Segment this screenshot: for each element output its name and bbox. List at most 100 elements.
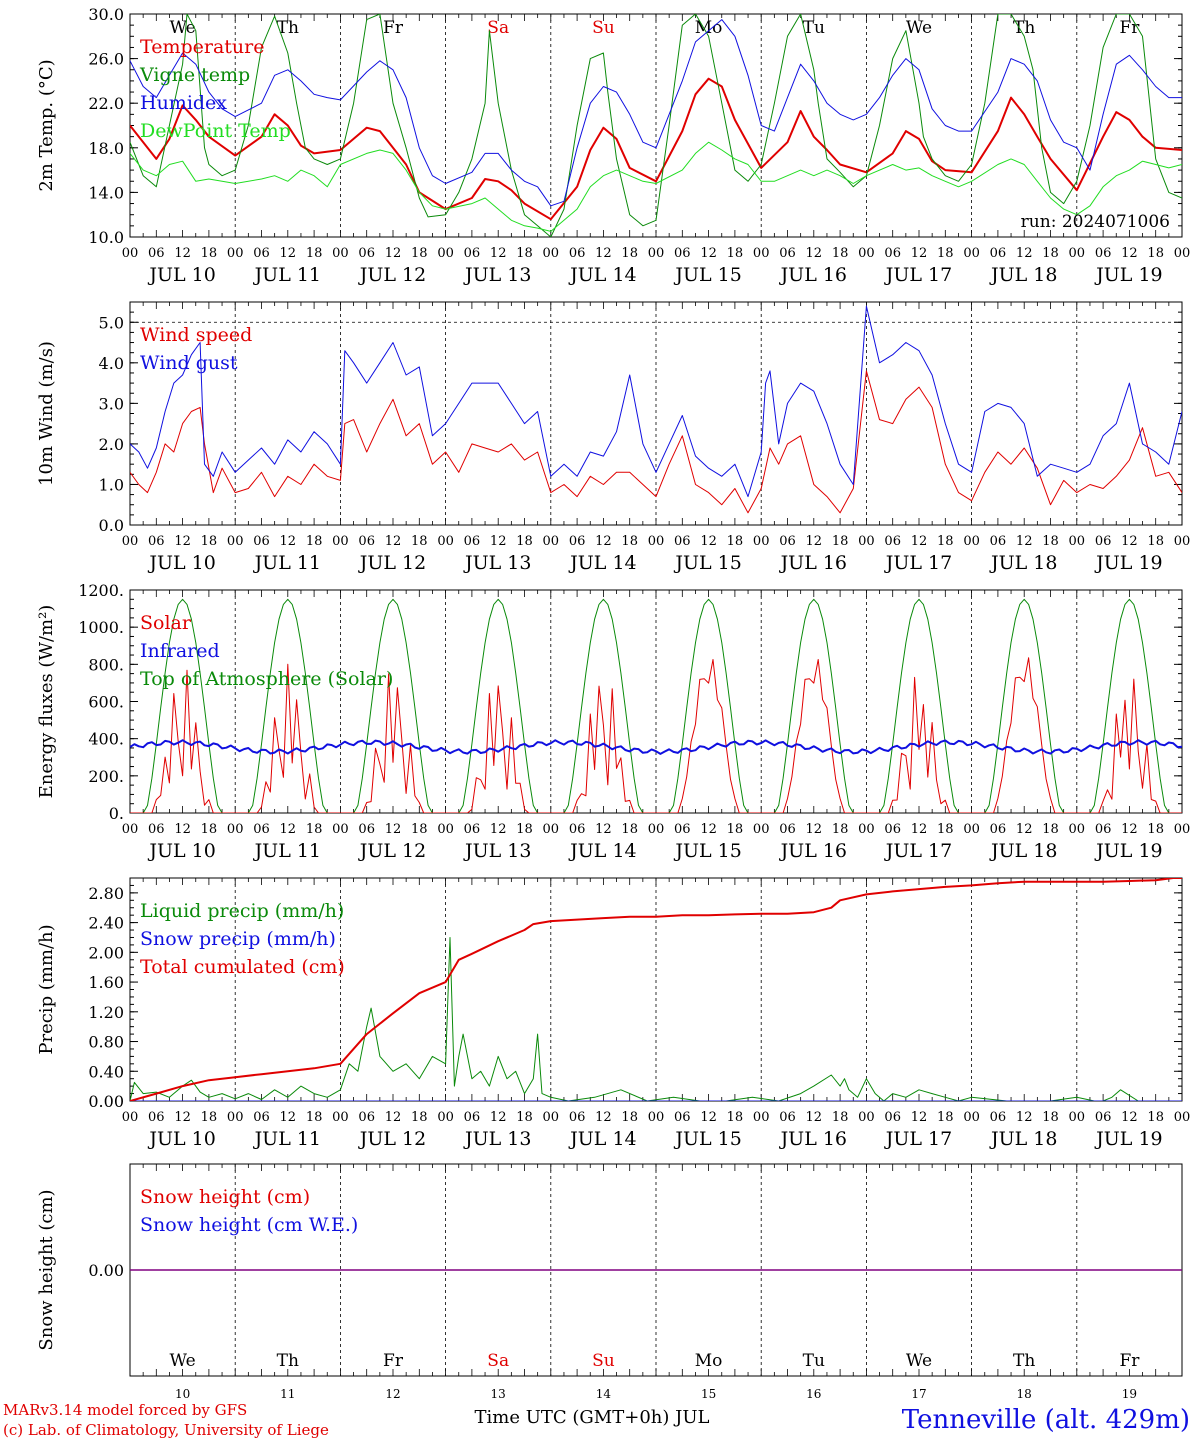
weekday-label: Su — [592, 1351, 615, 1371]
station-name: Tenneville (alt. 429m) — [902, 1405, 1190, 1435]
day-number: 15 — [701, 1387, 716, 1401]
hour-label: 00 — [648, 534, 665, 549]
hour-label: 12 — [806, 822, 823, 837]
hour-label: 12 — [385, 534, 402, 549]
hour-label: 06 — [990, 534, 1007, 549]
hour-label: 06 — [148, 822, 165, 837]
hour-label: 06 — [253, 1110, 270, 1125]
weekday-label: Su — [592, 18, 615, 38]
day-number: 11 — [280, 1387, 295, 1401]
hour-label: 06 — [1095, 822, 1112, 837]
y-tick-label: 30.0 — [88, 5, 124, 24]
hour-label: 12 — [911, 246, 928, 261]
hour-label: 18 — [832, 534, 849, 549]
date-label: JUL 15 — [673, 1128, 741, 1150]
hour-label: 00 — [648, 822, 665, 837]
series-line-1 — [130, 305, 1182, 498]
series-line-2 — [130, 19, 1182, 207]
hour-label: 00 — [753, 246, 770, 261]
legend-entry: DewPoint Temp — [140, 120, 291, 142]
y-tick-label: 0. — [109, 804, 124, 823]
panel-energy: 0. 200. 400. 600. 800. 1000. 1200. Energy fluxe… — [36, 581, 1190, 862]
hour-label: 12 — [280, 534, 297, 549]
date-label: JUL 17 — [884, 552, 952, 574]
hour-label: 18 — [1042, 534, 1059, 549]
y-tick-label: 1.60 — [88, 973, 124, 992]
series-group — [130, 14, 1182, 237]
hour-label: 06 — [569, 822, 586, 837]
hour-label: 06 — [569, 1110, 586, 1125]
y-axis-title: 2m Temp. (°C) — [36, 59, 57, 191]
hour-label: 12 — [595, 1110, 612, 1125]
legend-entry: Snow height (cm) — [140, 1186, 310, 1208]
y-tick-label: 2.0 — [99, 435, 124, 454]
hour-label: 12 — [1121, 246, 1138, 261]
weekday-label: Th — [277, 1351, 299, 1371]
weekday-label: Sa — [487, 18, 509, 38]
y-tick-label: 2.80 — [88, 884, 124, 903]
hour-label: 00 — [227, 534, 244, 549]
legend-entry: Infrared — [140, 640, 220, 662]
y-tick-label: 2.00 — [88, 943, 124, 962]
hour-label: 18 — [937, 534, 954, 549]
series-line-0 — [130, 370, 1182, 514]
hour-label: 00 — [1174, 534, 1191, 549]
hour-label: 00 — [753, 534, 770, 549]
y-tick-label: 600. — [88, 693, 124, 712]
hour-label: 00 — [332, 534, 349, 549]
y-tick-label: 3.0 — [99, 394, 124, 413]
hour-label: 18 — [832, 246, 849, 261]
hour-label: 12 — [1016, 246, 1033, 261]
hour-label: 00 — [543, 534, 560, 549]
legend-entry: Wind speed — [140, 324, 252, 346]
x-axis-title: Time UTC (GMT+0h) JUL — [475, 1407, 710, 1428]
hour-label: 00 — [858, 534, 875, 549]
hour-label: 00 — [437, 534, 454, 549]
legend-entry: Total cumulated (cm) — [140, 956, 345, 978]
series-line-1 — [130, 14, 1182, 237]
hour-label: 12 — [1016, 1110, 1033, 1125]
weekday-label: Tu — [803, 1351, 825, 1371]
lab-credit: (c) Lab. of Climatology, University of L… — [3, 1421, 329, 1439]
date-label: JUL 18 — [989, 552, 1057, 574]
date-label: JUL 10 — [147, 1128, 215, 1150]
series-line-0 — [130, 937, 1182, 1101]
model-credit: MARv3.14 model forced by GFS — [3, 1401, 247, 1419]
hour-label: 00 — [858, 246, 875, 261]
weekday-label: Tu — [803, 18, 825, 38]
series-line-infrared — [130, 739, 1182, 755]
weekday-label: We — [906, 18, 932, 38]
legend-entry: Temperature — [140, 36, 264, 58]
hour-label: 00 — [753, 822, 770, 837]
y-tick-label: 1000. — [78, 618, 124, 637]
panel-snow: 0.00 Snow height (cm) We 10 Th 11 Fr 12 Sa 13 Su 14… — [36, 1163, 1183, 1401]
weekday-label: Fr — [1119, 1351, 1140, 1371]
hour-label: 18 — [201, 246, 218, 261]
day-number: 13 — [491, 1387, 506, 1401]
hour-label: 18 — [621, 246, 638, 261]
hour-label: 18 — [621, 822, 638, 837]
hour-label: 12 — [1016, 822, 1033, 837]
hour-label: 06 — [779, 534, 796, 549]
hour-label: 18 — [411, 1110, 428, 1125]
hour-label: 06 — [674, 1110, 691, 1125]
hour-label: 18 — [1147, 534, 1164, 549]
hour-label: 00 — [648, 246, 665, 261]
hour-label: 12 — [174, 246, 191, 261]
hour-label: 00 — [437, 1110, 454, 1125]
day-number: 19 — [1122, 1387, 1137, 1401]
hour-label: 18 — [832, 822, 849, 837]
date-label: JUL 19 — [1094, 840, 1162, 862]
hour-label: 06 — [990, 1110, 1007, 1125]
hour-label: 18 — [306, 822, 323, 837]
hour-label: 00 — [332, 822, 349, 837]
date-label: JUL 10 — [147, 552, 215, 574]
series-line-3 — [130, 141, 1182, 232]
weekday-label: Th — [277, 18, 299, 38]
legend-entry: Snow precip (mm/h) — [140, 928, 336, 950]
hour-label: 00 — [122, 1110, 139, 1125]
date-label: JUL 19 — [1094, 1128, 1162, 1150]
hour-label: 00 — [1069, 1110, 1086, 1125]
date-label: JUL 12 — [358, 552, 426, 574]
